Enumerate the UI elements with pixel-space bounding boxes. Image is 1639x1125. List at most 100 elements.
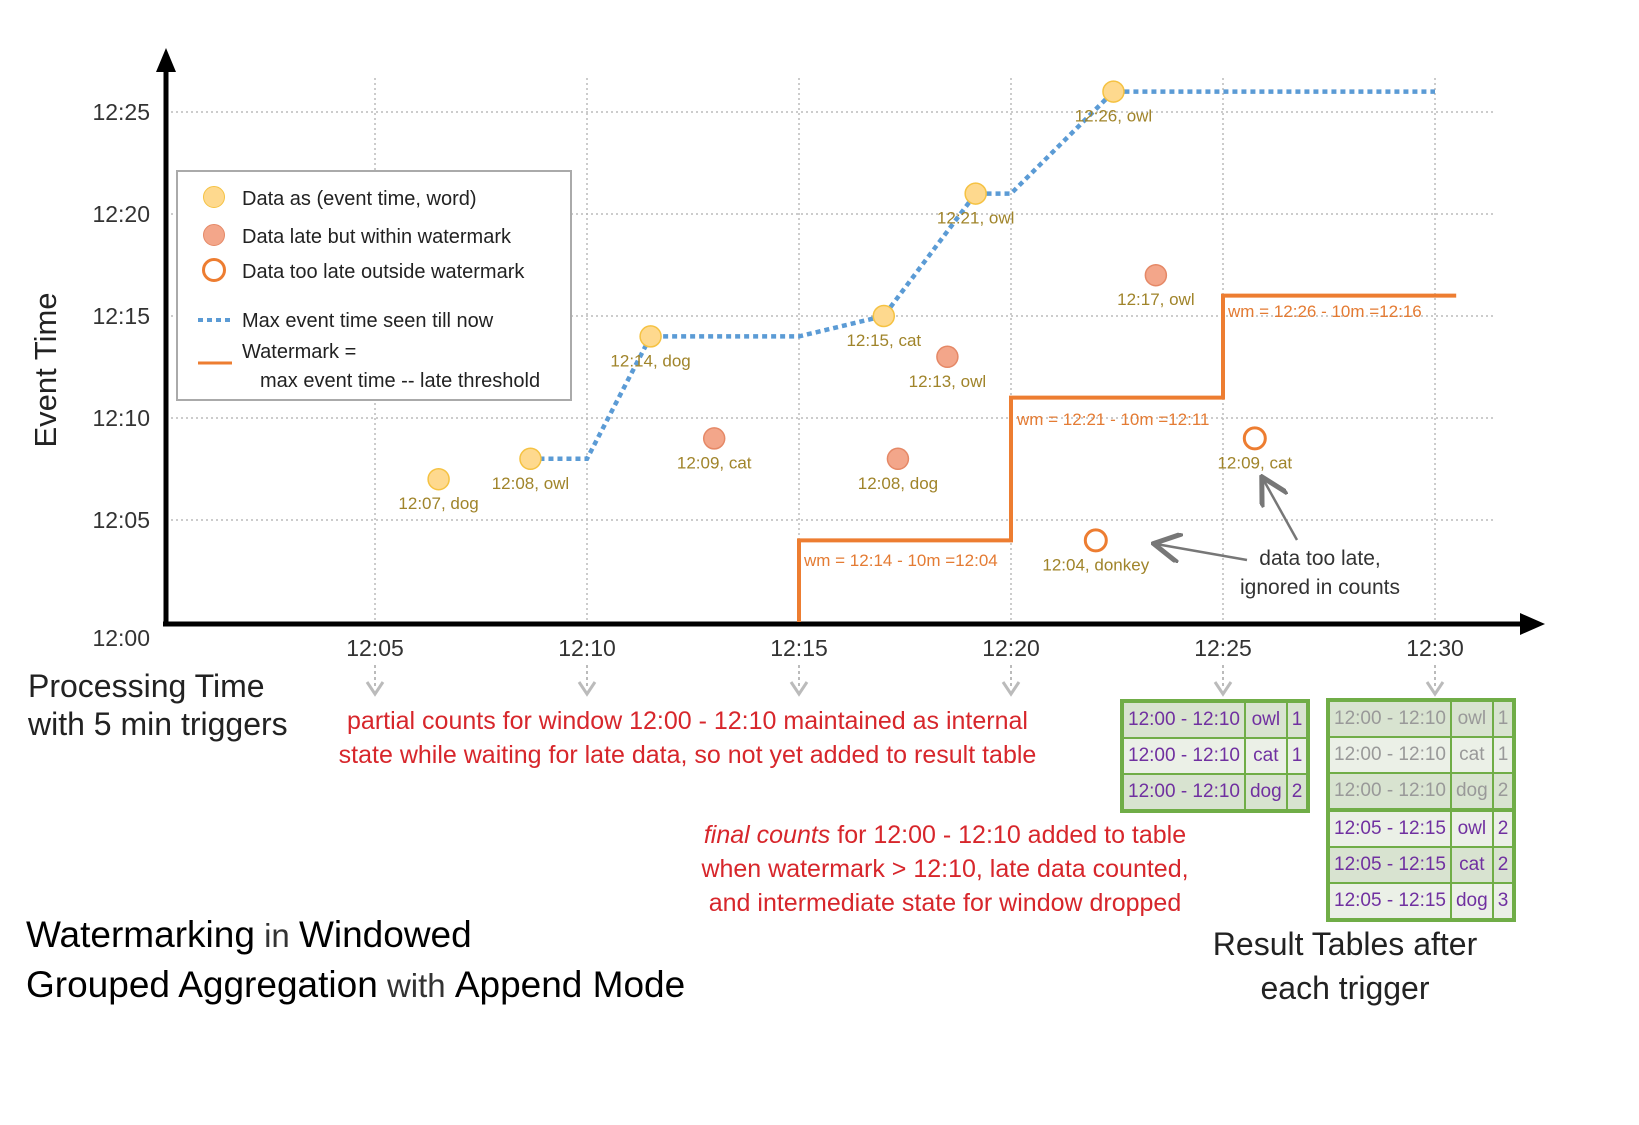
final-note-line3: and intermediate state for window droppe…: [708, 889, 1182, 917]
x-tick-label: 12:15: [770, 635, 828, 661]
legend-too-late-icon: [202, 258, 226, 282]
title-part: Watermarking: [26, 914, 255, 955]
result-row: 12:00 - 12:10 owl 1: [1121, 700, 1310, 739]
cell-count: 1: [1491, 736, 1516, 774]
result-tables-caption: Result Tables after each trigger: [1190, 922, 1500, 1010]
partial-note-line2: state while waiting for late data, so no…: [338, 741, 1037, 769]
result-caption-line2: each trigger: [1260, 970, 1430, 1006]
cell-window: 12:00 - 12:10: [1121, 773, 1246, 812]
data-point-label: 12:15, cat: [846, 331, 921, 350]
result-table-12-30: 12:00 - 12:10 owl 1 12:00 - 12:10 cat 1 12:00 …: [1326, 698, 1517, 922]
cell-word: owl: [1243, 700, 1288, 739]
legend-on-time-icon: [203, 186, 225, 208]
y-axis-label: Event Time: [28, 292, 63, 447]
legend-label: Data too late outside watermark: [242, 261, 525, 283]
data-point-label: 12:09, cat: [1217, 453, 1292, 472]
y-tick-label: 12:00: [92, 625, 150, 651]
y-tick-label: 12:15: [92, 303, 150, 329]
cell-window: 12:05 - 12:15: [1327, 882, 1452, 921]
axes: [156, 48, 1545, 635]
too-late-note-line1: data too late,: [1259, 547, 1380, 570]
result-row: 12:00 - 12:10 owl 1: [1327, 699, 1516, 738]
cell-word: owl: [1449, 808, 1494, 848]
data-point-late: [702, 427, 726, 450]
data-point-on-time: [872, 304, 896, 328]
too-late-note-line2: ignored in counts: [1240, 576, 1400, 599]
cell-count: 2: [1285, 773, 1310, 812]
cell-count: 2: [1491, 772, 1516, 811]
cell-word: dog: [1243, 773, 1288, 812]
result-row: 12:00 - 12:10 dog 2: [1327, 772, 1516, 811]
title-part: with: [377, 967, 455, 1004]
legend-label: max event time -- late threshold: [260, 370, 540, 392]
final-note-line2: when watermark > 12:10, late data counte…: [701, 855, 1189, 883]
partial-note-line1: partial counts for window 12:00 - 12:10 …: [347, 707, 1028, 735]
data-point-on-time: [427, 467, 450, 491]
y-tick-label: 12:20: [92, 201, 150, 227]
x-tick-label: 12:25: [1194, 635, 1252, 661]
title-part: Append Mode: [454, 964, 686, 1005]
watermark-label: wm = 12:21 - 10m =12:11: [1016, 410, 1209, 429]
partial-counts-note: partial counts for window 12:00 - 12:10 …: [300, 704, 1075, 772]
watermark-label: wm = 12:26 - 10m =12:16: [1227, 302, 1422, 321]
legend-label: Data as (event time, word): [242, 188, 477, 210]
cell-count: 2: [1491, 846, 1516, 884]
data-point-too-late: [1242, 426, 1267, 451]
data-point-label: 12:08, dog: [858, 474, 938, 493]
result-row: 12:05 - 12:15 cat 2: [1327, 846, 1516, 884]
x-tick-label: 12:20: [982, 635, 1040, 661]
cell-count: 1: [1285, 737, 1310, 775]
legend-label: Max event time seen till now: [242, 310, 494, 332]
x-axis-label: Processing Time with 5 min triggers: [28, 667, 288, 743]
cell-count: 2: [1491, 808, 1516, 848]
result-table-12-25: 12:00 - 12:10 owl 1 12:00 - 12:10 cat 1 12:00 …: [1120, 699, 1311, 813]
cell-window: 12:00 - 12:10: [1121, 700, 1246, 739]
cell-word: dog: [1449, 882, 1494, 921]
data-point-late: [886, 447, 910, 471]
legend-label: Watermark =: [242, 341, 356, 363]
legend-label: Data late but within watermark: [242, 226, 512, 248]
data-point-label: 12:14, dog: [610, 351, 690, 370]
final-counts-note: final counts for 12:00 - 12:10 added to …: [680, 818, 1210, 920]
data-point-label: 12:09, cat: [677, 453, 752, 472]
data-point-late: [1144, 263, 1168, 287]
result-row: 12:00 - 12:10 cat 1: [1121, 737, 1310, 775]
cell-count: 1: [1285, 700, 1310, 739]
data-point-on-time: [1102, 80, 1125, 103]
y-axis-arrow-icon: [156, 48, 176, 72]
x-tick-label: 12:05: [346, 635, 404, 661]
data-point-on-time: [519, 447, 542, 471]
result-row: 12:00 - 12:10 dog 2: [1121, 773, 1310, 812]
trigger-arrow-icon: [1425, 681, 1445, 697]
cell-word: dog: [1449, 772, 1494, 811]
diagram-title: Watermarking in Windowed Grouped Aggregat…: [26, 910, 685, 1010]
final-counts-emphasis: final counts: [703, 821, 831, 849]
cell-window: 12:00 - 12:10: [1327, 736, 1452, 774]
data-point-on-time: [964, 182, 987, 205]
trigger-arrow-icon: [1213, 681, 1233, 697]
data-point-too-late: [1083, 528, 1108, 553]
cell-word: cat: [1243, 737, 1288, 775]
arrow-to-donkey: [1156, 544, 1248, 560]
y-tick-label: 12:10: [92, 405, 150, 431]
cell-window: 12:05 - 12:15: [1327, 846, 1452, 884]
cell-count: 1: [1491, 699, 1516, 738]
result-row: 12:00 - 12:10 cat 1: [1327, 736, 1516, 774]
arrow-to-cat: [1263, 479, 1299, 541]
data-point-label: 12:13, owl: [909, 372, 987, 391]
trigger-arrow-icon: [577, 681, 597, 697]
x-tick-label: 12:10: [558, 635, 616, 661]
cell-word: cat: [1449, 846, 1494, 884]
result-row: 12:05 - 12:15 owl 2: [1327, 808, 1516, 848]
result-row: 12:05 - 12:15 dog 3: [1327, 882, 1516, 921]
trigger-arrow-icon: [365, 681, 385, 697]
x-axis-label-line1: Processing Time: [28, 668, 265, 704]
title-part: Windowed: [298, 914, 472, 955]
cell-window: 12:05 - 12:15: [1327, 808, 1452, 848]
max-event-time-line: [530, 89, 1435, 462]
legend-late-icon: [203, 224, 225, 246]
data-point-label: 12:04, donkey: [1042, 555, 1149, 574]
cell-word: owl: [1449, 699, 1494, 738]
watermark-label: wm = 12:14 - 10m =12:04: [803, 551, 998, 570]
